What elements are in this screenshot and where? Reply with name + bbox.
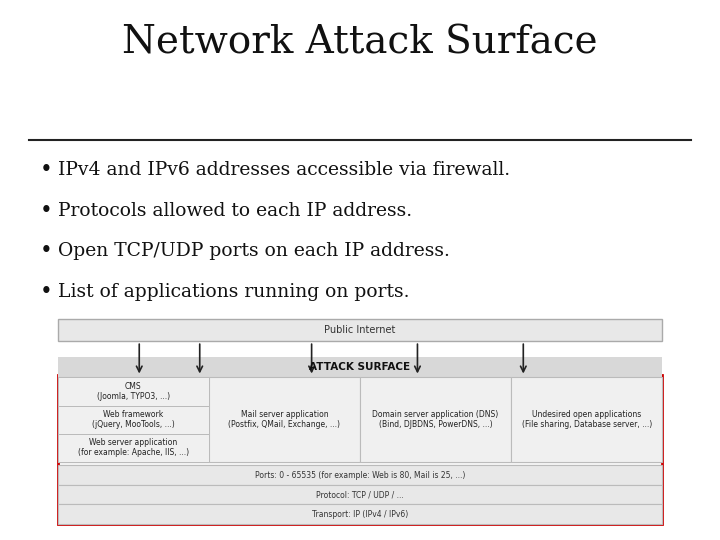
Text: Undesired open applications
(File sharing, Database server, ...): Undesired open applications (File sharin… [522, 410, 652, 429]
Text: Transport: IP (IPv4 / IPv6): Transport: IP (IPv4 / IPv6) [312, 510, 408, 518]
Bar [58, 406, 209, 434]
Text: Protocols allowed to each IP address.: Protocols allowed to each IP address. [58, 201, 412, 220]
Bar [58, 434, 209, 462]
Bar [58, 465, 662, 485]
Bar [58, 375, 662, 524]
Text: List of applications running on ports.: List of applications running on ports. [58, 282, 409, 301]
Bar [58, 377, 209, 462]
Text: Ports: 0 - 65535 (for example: Web is 80, Mail is 25, ...): Ports: 0 - 65535 (for example: Web is 80… [255, 471, 465, 480]
Bar [58, 504, 662, 524]
Text: Network Attack Surface: Network Attack Surface [122, 25, 598, 62]
Bar [58, 319, 662, 341]
Bar [58, 377, 209, 406]
Text: Domain server application (DNS)
(Bind, DJBDNS, PowerDNS, ...): Domain server application (DNS) (Bind, D… [372, 410, 499, 429]
Bar [58, 485, 662, 504]
Text: IPv4 and IPv6 addresses accessible via firewall.: IPv4 and IPv6 addresses accessible via f… [58, 161, 510, 179]
Text: Public Internet: Public Internet [324, 325, 396, 335]
Bar [209, 377, 360, 462]
Bar [511, 377, 662, 462]
Text: CMS
(Joomla, TYPO3, ...): CMS (Joomla, TYPO3, ...) [96, 382, 170, 401]
Text: ATTACK SURFACE: ATTACK SURFACE [310, 362, 410, 372]
Text: Web framework
(jQuery, MooTools, ...): Web framework (jQuery, MooTools, ...) [92, 410, 174, 429]
Text: •: • [40, 281, 53, 302]
Text: •: • [40, 200, 53, 221]
Text: Mail server application
(Postfix, QMail, Exchange, ...): Mail server application (Postfix, QMail,… [228, 410, 341, 429]
Text: Open TCP/UDP ports on each IP address.: Open TCP/UDP ports on each IP address. [58, 242, 449, 260]
Text: •: • [40, 240, 53, 262]
Text: Protocol: TCP / UDP / ...: Protocol: TCP / UDP / ... [316, 490, 404, 499]
Bar [58, 357, 662, 377]
Bar [360, 377, 511, 462]
Text: •: • [40, 159, 53, 181]
Text: Web server application
(for example: Apache, IIS, ...): Web server application (for example: Apa… [78, 438, 189, 457]
